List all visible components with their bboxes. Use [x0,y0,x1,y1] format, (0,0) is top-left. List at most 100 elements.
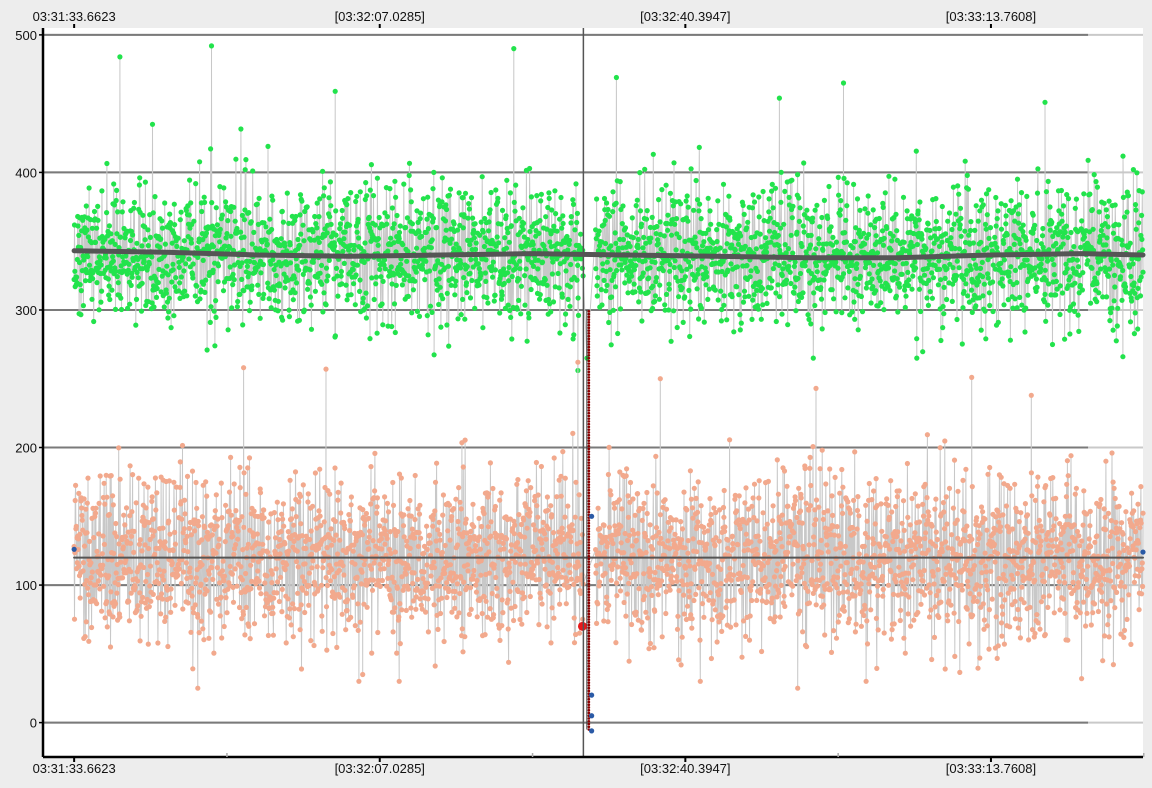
data-point [506,659,512,665]
data-point [152,551,158,558]
data-point [178,209,184,215]
data-point [707,590,713,596]
data-point [800,223,806,229]
data-point [576,630,583,636]
data-point [385,248,391,254]
data-point [367,528,373,534]
data-point [492,503,498,510]
data-point [298,231,304,237]
data-point [551,455,557,461]
data-point [277,551,283,557]
data-point [382,494,388,500]
data-point [308,326,315,332]
data-point [791,290,797,296]
data-point [439,595,445,601]
data-point [88,560,94,566]
data-point [477,546,483,552]
data-point [1062,336,1068,342]
data-point [293,213,299,220]
data-point [1051,272,1057,278]
data-point [737,570,743,576]
data-point [250,533,256,540]
data-point [108,589,114,595]
data-point [846,268,852,275]
data-point [318,262,325,268]
data-point [685,550,691,556]
data-point [285,529,291,535]
data-point [1140,269,1146,275]
data-point [950,265,956,271]
data-point [101,583,107,589]
data-point [262,580,268,586]
data-point [818,296,825,302]
data-point [790,250,796,256]
data-point [608,342,614,348]
data-point [75,223,81,229]
data-point [243,491,249,497]
data-point [269,226,275,233]
data-point [183,540,189,546]
data-point [140,594,146,601]
data-point [168,609,174,615]
data-point [647,522,653,528]
data-point [426,268,433,274]
data-point [497,497,503,503]
data-point [810,355,816,361]
data-point [446,502,452,508]
data-point [653,525,660,531]
data-point [604,282,610,288]
data-point [659,634,665,640]
data-point [172,529,178,536]
data-point [554,494,560,500]
data-point [977,208,983,214]
data-point [497,310,503,316]
plot-area[interactable]: 010020030040050003:31:33.662303:31:33.66… [15,9,1146,776]
data-point [226,489,233,495]
data-point [921,272,928,278]
data-point [523,503,529,509]
data-point [129,509,135,515]
data-point [544,494,551,500]
data-point [493,574,499,581]
data-point [106,292,112,298]
data-point [611,271,617,277]
data-point [822,309,828,316]
data-point [371,560,377,566]
data-point [665,258,671,264]
data-point [721,514,727,520]
data-point [964,172,970,178]
data-point [251,260,258,266]
data-point [162,539,168,545]
data-point [161,577,167,583]
data-point [387,529,393,535]
data-point [454,268,460,274]
data-point [567,284,573,290]
data-point [96,531,102,537]
data-point [135,603,141,609]
data-point [467,585,474,591]
data-point [851,299,857,305]
data-point [350,267,356,273]
data-point [217,580,223,586]
data-point [326,257,332,263]
data-point [217,239,223,245]
data-point [382,266,388,272]
data-point [444,290,450,296]
data-point [1132,202,1139,208]
data-point [159,225,166,231]
data-point [228,454,234,460]
data-point [348,614,354,621]
data-point [805,312,811,318]
data-point [491,612,497,618]
data-point [556,285,562,291]
data-point [795,275,801,281]
data-point [408,199,414,205]
data-point [618,262,624,268]
data-point [354,262,361,268]
data-point [1003,221,1009,227]
data-point [110,258,116,264]
data-point [516,297,522,303]
data-point [117,614,123,620]
data-point [189,468,196,474]
